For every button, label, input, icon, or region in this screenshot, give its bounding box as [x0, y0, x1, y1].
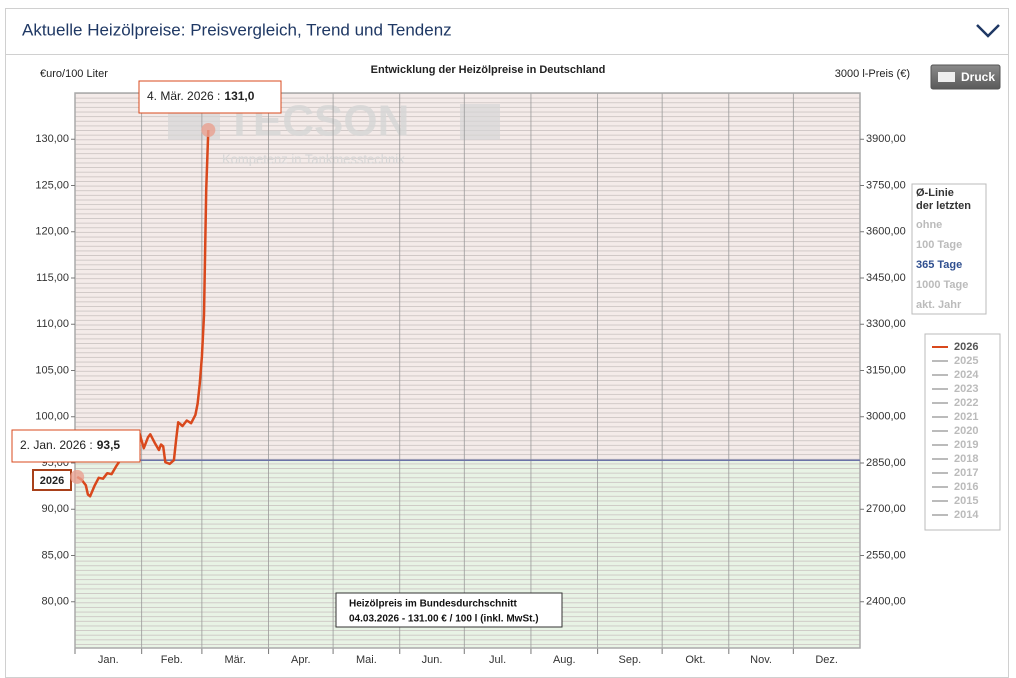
- x-tick-label: Jul.: [489, 654, 506, 666]
- overlays: 2026 2. Jan. 2026 : 93,5 4. Mär. 2026 : 131,…: [11, 80, 1001, 628]
- legend-label[interactable]: 2025: [954, 355, 978, 367]
- y-tick-label: 115,00: [36, 272, 69, 284]
- y2-tick-label: 3900,00: [866, 133, 906, 145]
- series-tag: 2026: [40, 475, 64, 487]
- minor-grid: [75, 93, 860, 648]
- x-tick-label: Jun.: [422, 654, 443, 666]
- y2-tick-label: 3150,00: [866, 364, 906, 376]
- x-tick-label: Sep.: [619, 654, 642, 666]
- x-tick-label: Okt.: [685, 654, 705, 666]
- x-tick-label: Jan.: [98, 654, 119, 666]
- legend-label[interactable]: 2026: [954, 341, 978, 353]
- y2-tick-label: 3600,00: [866, 226, 906, 238]
- y-tick-label: 130,00: [35, 133, 69, 145]
- header-title: Aktuelle Heizölpreise: Preisvergleich, T…: [22, 20, 452, 39]
- annotation: 2. Jan. 2026 : 93,5: [20, 438, 120, 452]
- legend-label[interactable]: 2023: [954, 383, 978, 395]
- legend-label[interactable]: 2018: [954, 453, 978, 465]
- print-label[interactable]: Druck: [961, 70, 995, 84]
- y2-axis-label: 3000 l-Preis (€): [835, 68, 910, 80]
- average-title: der letzten: [916, 200, 971, 212]
- y-tick-label: 100,00: [35, 411, 69, 423]
- y2-tick-label: 2550,00: [866, 549, 906, 561]
- y-axis-label: €uro/100 Liter: [40, 68, 108, 80]
- y-tick-label: 80,00: [41, 596, 69, 608]
- legend-label[interactable]: 2017: [954, 467, 978, 479]
- info-box: [335, 592, 563, 628]
- annotation-box: [11, 429, 141, 463]
- legend-label[interactable]: 2019: [954, 439, 978, 451]
- annotation-marker: [70, 469, 85, 484]
- average-option[interactable]: akt. Jahr: [916, 299, 962, 311]
- x-tick-label: Dez.: [815, 654, 838, 666]
- legend-label[interactable]: 2016: [954, 481, 978, 493]
- legend-label[interactable]: 2015: [954, 495, 978, 507]
- x-tick-label: Mai.: [356, 654, 377, 666]
- y-tick-label: 90,00: [41, 503, 69, 515]
- y-tick-label: 85,00: [41, 549, 69, 561]
- x-tick-label: Mär.: [225, 654, 246, 666]
- info-line: 04.03.2026 - 131.00 € / 100 l (inkl. MwS…: [349, 614, 539, 625]
- print-button-bg[interactable]: [930, 64, 1001, 90]
- collapse-chevron[interactable]: [976, 24, 1000, 38]
- annotation-box: [138, 80, 282, 114]
- x-tick-label: Apr.: [291, 654, 311, 666]
- annotation: 4. Mär. 2026 : 131,0: [147, 89, 255, 103]
- annotation-value: 93,5: [97, 438, 121, 452]
- print-icon: [938, 72, 955, 82]
- chart-title: Entwicklung der Heizölpreise in Deutschl…: [371, 64, 606, 76]
- y-tick-label: 105,00: [35, 364, 69, 376]
- y-tick-label: 125,00: [35, 179, 69, 191]
- legend-label[interactable]: 2014: [954, 509, 979, 521]
- legend-label[interactable]: 2024: [954, 369, 979, 381]
- y2-tick-label: 2700,00: [866, 503, 906, 515]
- y-tick-label: 110,00: [36, 318, 69, 330]
- watermark-block: [460, 104, 500, 140]
- average-option[interactable]: 1000 Tage: [916, 279, 968, 291]
- y2-tick-label: 3750,00: [866, 179, 906, 191]
- y2-tick-label: 3000,00: [866, 411, 906, 423]
- average-box: [911, 183, 987, 315]
- y-tick-label: 120,00: [35, 226, 69, 238]
- annotation-text: 2. Jan. 2026 :: [20, 438, 93, 452]
- series-line: [76, 129, 210, 498]
- annotation-text: 4. Mär. 2026 :: [147, 89, 220, 103]
- x-tick-label: Nov.: [750, 654, 772, 666]
- x-tick-label: Feb.: [161, 654, 183, 666]
- watermark-subtitle: Kompetenz in Tankmesstechnik: [222, 151, 405, 166]
- average-option[interactable]: ohne: [916, 219, 942, 231]
- annotation-value: 131,0: [224, 89, 254, 103]
- legend-label[interactable]: 2021: [954, 411, 978, 423]
- y2-tick-label: 3300,00: [866, 318, 906, 330]
- y2-tick-label: 2400,00: [866, 596, 906, 608]
- average-option[interactable]: 365 Tage: [916, 259, 962, 271]
- x-tick-label: Aug.: [553, 654, 576, 666]
- average-title: Ø-Linie: [916, 187, 954, 199]
- print-button[interactable]: Druck: [930, 64, 1001, 90]
- average-option[interactable]: 100 Tage: [916, 239, 962, 251]
- legend-label[interactable]: 2022: [954, 397, 978, 409]
- annotation-marker: [201, 123, 216, 137]
- info-line: Heizölpreis im Bundesdurchschnitt: [349, 599, 517, 610]
- y2-tick-label: 2850,00: [866, 457, 906, 469]
- y2-tick-label: 3450,00: [866, 272, 906, 284]
- legend-label[interactable]: 2020: [954, 425, 978, 437]
